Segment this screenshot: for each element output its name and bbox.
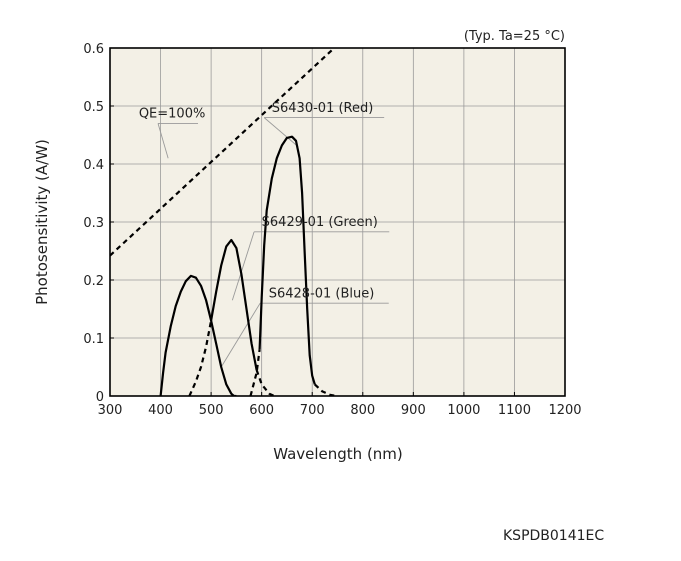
y-tick-label: 0.3 <box>83 216 104 231</box>
x-tick-label: 400 <box>148 403 173 418</box>
label-leader-lines <box>157 117 390 368</box>
x-axis-label: Wavelength (nm) <box>273 445 403 463</box>
series-line-s6428-01-blue--solid <box>159 274 235 396</box>
label-leader <box>231 231 255 301</box>
x-tick-label: 900 <box>401 403 426 418</box>
y-tick-label: 0.5 <box>83 100 104 115</box>
y-tick-label: 0 <box>96 390 104 405</box>
y-axis-label: Photosensitivity (A/W) <box>33 139 51 305</box>
condition-note: (Typ. Ta=25 °C) <box>464 29 565 44</box>
x-tick-label: 600 <box>249 403 274 418</box>
x-tick-label: 700 <box>300 403 325 418</box>
series-label: S6429-01 (Green) <box>262 215 378 230</box>
grid-lines <box>110 48 565 396</box>
series-line-s6430-01-red--solid <box>258 135 316 385</box>
label-leader <box>220 302 261 368</box>
axis-ticks: 300 400 500 600 700 800 900 1000 1100 1200 0 0.1 0.2… <box>83 42 581 418</box>
y-tick-label: 0.6 <box>83 42 104 57</box>
series-line-s6430-01-red--dashed <box>249 349 261 396</box>
document-code: KSPDB0141EC <box>503 528 605 544</box>
y-tick-label: 0.1 <box>83 332 104 347</box>
series-label: S6428-01 (Blue) <box>269 286 375 301</box>
x-tick-label: 300 <box>98 403 123 418</box>
series-label: S6430-01 (Red) <box>272 101 374 116</box>
label-leader <box>157 123 169 159</box>
x-tick-label: 800 <box>350 403 375 418</box>
series-line-s6429-01-green--dashed <box>188 320 213 396</box>
x-tick-label: 1100 <box>498 403 531 418</box>
series-line-s6429-01-green--dashed2 <box>255 369 275 396</box>
series-line-s6429-01-green--solid <box>210 238 258 371</box>
y-tick-label: 0.4 <box>83 158 104 173</box>
x-tick-label: 500 <box>199 403 224 418</box>
y-tick-label: 0.2 <box>83 274 104 289</box>
x-tick-label: 1200 <box>548 403 581 418</box>
label-leader <box>263 117 299 147</box>
series-labels: QE=100% S6430-01 (Red) S6429-01 (Green) S64… <box>139 101 378 302</box>
x-tick-label: 1000 <box>447 403 480 418</box>
series-line-qe-100--dashed <box>110 48 334 257</box>
series-label: QE=100% <box>139 107 206 122</box>
